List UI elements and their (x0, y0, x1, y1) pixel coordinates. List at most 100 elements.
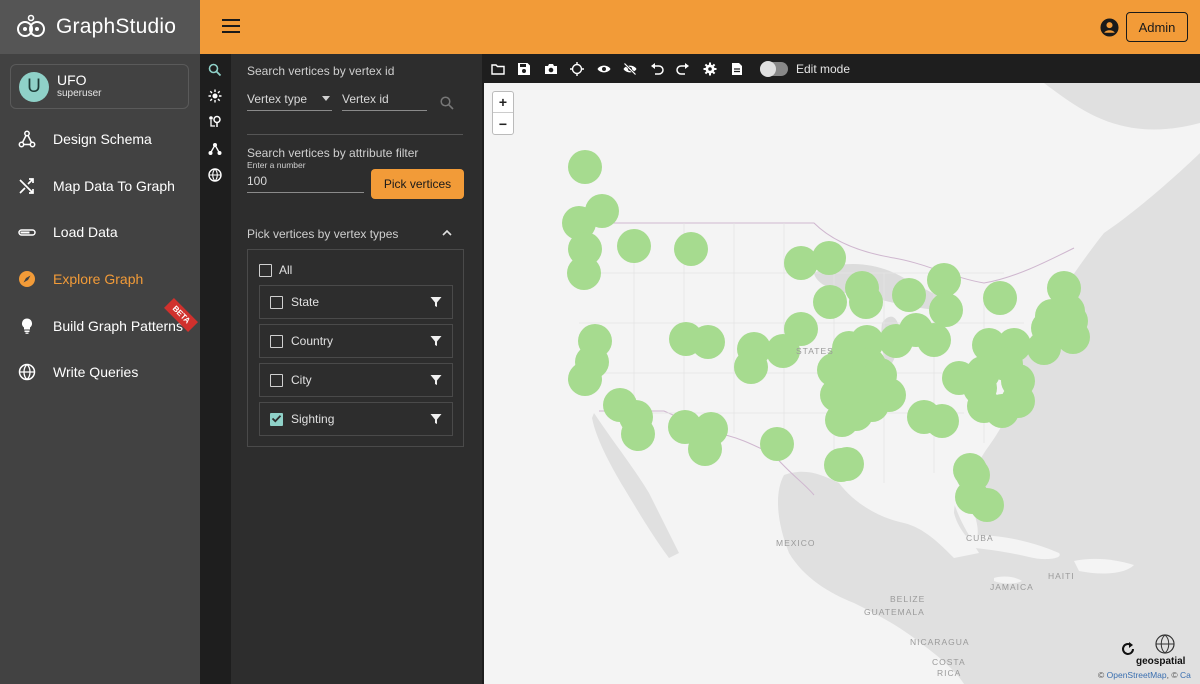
eye-icon[interactable] (597, 62, 611, 76)
filter-icon[interactable] (430, 335, 442, 347)
attribution-prefix: © (1098, 670, 1107, 680)
sighting-marker[interactable] (668, 410, 702, 444)
search-icon[interactable] (440, 96, 454, 110)
nav-item-load-data[interactable]: Load Data (0, 209, 200, 256)
sighting-marker[interactable] (568, 232, 602, 266)
vertex-id-input[interactable]: Vertex id (342, 92, 427, 111)
attr-filter-title: Search vertices by attribute filter (247, 146, 419, 160)
sighting-marker[interactable] (568, 150, 602, 184)
sighting-marker[interactable] (688, 432, 722, 466)
geo-map[interactable]: + − STATES MEXICO CUBA HAITI JAMAICA BEL… (484, 83, 1200, 684)
sighting-marker[interactable] (562, 206, 596, 240)
pick-vertices-button[interactable]: Pick vertices (371, 169, 464, 199)
sighting-marker[interactable] (927, 263, 961, 297)
edit-mode-toggle[interactable] (760, 61, 788, 77)
sighting-marker[interactable] (760, 427, 794, 461)
sighting-marker[interactable] (879, 324, 913, 358)
hamburger-menu-icon[interactable] (222, 19, 240, 35)
graph-icon[interactable] (208, 142, 222, 156)
nav-item-map-data[interactable]: Map Data To Graph (0, 163, 200, 210)
vertex-type-label: City (291, 373, 312, 387)
globe-icon[interactable] (208, 168, 222, 182)
account-icon[interactable] (1100, 18, 1119, 37)
nav-label: Build Graph Patterns (53, 317, 183, 334)
undo-icon[interactable] (650, 62, 664, 76)
user-card[interactable]: U UFO superuser (10, 64, 189, 109)
attribution-mid: , © (1166, 670, 1180, 680)
hispaniola-shape (1074, 558, 1134, 574)
vertex-type-label: Country (291, 334, 334, 348)
user-name: UFO (57, 72, 87, 88)
osm-link[interactable]: OpenStreetMap (1106, 670, 1167, 680)
map-toolbar: Edit mode (482, 54, 1200, 83)
nav-item-explore-graph[interactable]: Explore Graph (0, 256, 200, 303)
globe-icon[interactable] (1154, 633, 1176, 655)
eye-off-icon[interactable] (623, 62, 637, 76)
vertex-type-row-sighting[interactable]: Sighting (259, 402, 453, 436)
nav-label: Design Schema (53, 131, 152, 148)
nav-item-build-patterns[interactable]: Build Graph Patterns BETA (0, 298, 200, 349)
sighting-marker[interactable] (929, 293, 963, 327)
divider (247, 134, 463, 135)
attribute-number-input[interactable]: 100 (247, 174, 364, 193)
sighting-marker[interactable] (674, 232, 708, 266)
vertex-type-row-city[interactable]: City (259, 363, 453, 397)
carto-link[interactable]: Ca (1180, 670, 1191, 680)
nav-item-design-schema[interactable]: Design Schema (0, 116, 200, 163)
vertex-type-row-country[interactable]: Country (259, 324, 453, 358)
sighting-marker[interactable] (892, 278, 926, 312)
folder-icon[interactable] (491, 62, 505, 76)
sighting-marker[interactable] (1001, 384, 1035, 418)
sighting-marker[interactable] (970, 488, 1004, 522)
sighting-marker[interactable] (1056, 320, 1090, 354)
map-attribution: © OpenStreetMap, © Ca (1098, 670, 1191, 680)
checkbox-icon (270, 373, 283, 387)
sighting-marker[interactable] (568, 362, 602, 396)
sighting-marker[interactable] (849, 285, 883, 319)
nav-item-write-queries[interactable]: Write Queries (0, 349, 200, 396)
sighting-marker[interactable] (567, 256, 601, 290)
app-logo[interactable]: GraphStudio (0, 0, 200, 54)
sighting-marker[interactable] (621, 417, 655, 451)
sighting-marker[interactable] (784, 246, 818, 280)
camera-icon[interactable] (544, 62, 558, 76)
sighting-marker[interactable] (766, 334, 800, 368)
cuba-shape (949, 535, 1060, 560)
document-icon[interactable] (730, 62, 744, 76)
sighting-marker[interactable] (856, 371, 890, 405)
vertex-id-placeholder: Vertex id (342, 92, 389, 106)
locate-icon[interactable] (570, 62, 584, 76)
path-pin-icon[interactable] (208, 115, 222, 129)
all-types-checkbox[interactable]: All (259, 263, 292, 277)
filter-icon[interactable] (430, 374, 442, 386)
sighting-marker[interactable] (813, 285, 847, 319)
avatar: U (19, 71, 49, 102)
sighting-marker[interactable] (617, 229, 651, 263)
zoom-out-button[interactable]: − (498, 115, 508, 132)
sighting-marker[interactable] (812, 241, 846, 275)
sighting-marker[interactable] (734, 350, 768, 384)
sighting-marker[interactable] (989, 347, 1023, 381)
expand-icon[interactable] (208, 89, 222, 103)
number-hint: Enter a number (247, 160, 306, 170)
save-icon[interactable] (517, 62, 531, 76)
map-label-haiti: HAITI (1048, 571, 1075, 581)
vertex-type-select[interactable]: Vertex type (247, 92, 332, 111)
sighting-marker[interactable] (983, 281, 1017, 315)
chevron-up-icon[interactable] (442, 229, 452, 236)
settings-icon[interactable] (703, 62, 717, 76)
sighting-marker[interactable] (830, 447, 864, 481)
search-icon[interactable] (208, 63, 222, 77)
filter-icon[interactable] (430, 413, 442, 425)
refresh-icon[interactable] (1120, 641, 1136, 657)
sighting-marker[interactable] (669, 322, 703, 356)
vertex-type-row-state[interactable]: State (259, 285, 453, 319)
globe-icon (18, 364, 36, 381)
sighting-marker[interactable] (832, 371, 866, 405)
redo-icon[interactable] (676, 62, 690, 76)
sighting-marker[interactable] (925, 404, 959, 438)
zoom-in-button[interactable]: + (493, 92, 513, 113)
admin-button[interactable]: Admin (1126, 12, 1188, 42)
filter-icon[interactable] (430, 296, 442, 308)
user-role: superuser (57, 88, 102, 99)
